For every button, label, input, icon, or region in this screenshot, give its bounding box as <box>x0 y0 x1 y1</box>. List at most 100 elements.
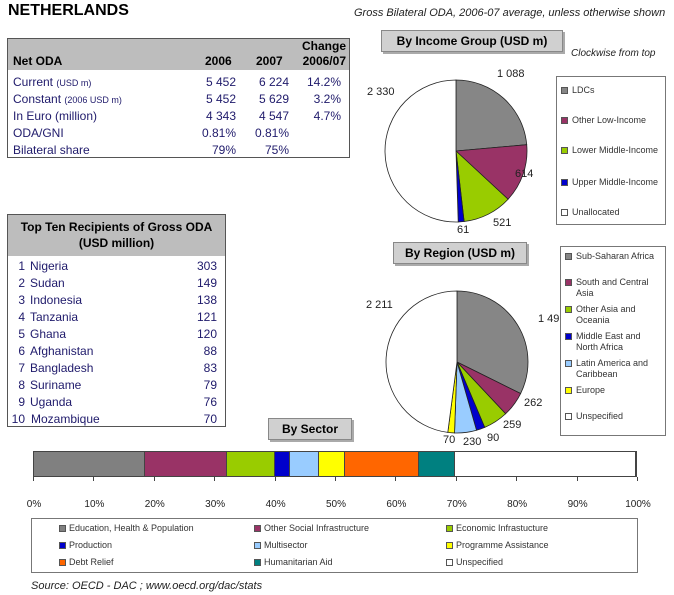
net-oda-header-change-period: 2006/07 <box>302 54 346 68</box>
x-tick-mark <box>153 477 155 481</box>
top-ten-value: 88 <box>203 344 217 358</box>
net-oda-row-label: Current (USD m) <box>13 75 91 89</box>
x-tick-label: 0% <box>26 499 42 510</box>
net-oda-2007-value: 5 629 <box>258 92 289 106</box>
top-ten-country: Bangladesh <box>30 361 94 375</box>
top-ten-country: Indonesia <box>30 293 83 307</box>
clockwise-note: Clockwise from top <box>571 48 656 59</box>
legend-item: Latin America and Caribbean <box>565 358 663 382</box>
top-ten-rank: 6 <box>18 344 25 358</box>
legend-swatch <box>565 279 572 286</box>
x-tick-label: 50% <box>325 499 347 510</box>
net-oda-2006-value: 4 343 <box>205 109 236 123</box>
net-oda-2007-value: 75% <box>264 143 289 157</box>
income-pie-chart <box>384 79 528 223</box>
net-oda-row-unit: (2006 USD m) <box>64 95 122 105</box>
x-tick-mark <box>516 477 518 481</box>
top-ten-country: Ghana <box>30 327 67 341</box>
x-tick-label: 30% <box>205 499 226 510</box>
legend-swatch <box>254 542 261 549</box>
legend-item: Unspecified <box>565 411 663 435</box>
legend-item: Unallocated <box>561 207 663 231</box>
top-ten-value: 303 <box>196 259 217 273</box>
top-ten-country: Nigeria <box>30 259 69 273</box>
net-oda-row-label: ODA/GNI <box>13 126 64 140</box>
legend-label: Middle East and North Africa <box>576 331 641 352</box>
legend-label: Other Asia and Oceania <box>576 304 636 325</box>
top-ten-rank: 1 <box>18 259 25 273</box>
net-oda-header-label: Net ODA <box>13 54 63 68</box>
legend-label: Unspecified <box>576 411 624 421</box>
legend-label: Latin America and Caribbean <box>576 358 649 379</box>
legend-swatch <box>59 559 66 566</box>
income-pie-title: By Income Group (USD m) <box>381 30 563 52</box>
legend-label: Humanitarian Aid <box>264 557 333 567</box>
x-tick-label: 20% <box>144 499 165 510</box>
top-ten-country: Suriname <box>30 378 82 392</box>
x-tick-label: 10% <box>84 499 105 510</box>
legend-item: Other Asia and Oceania <box>565 304 663 328</box>
sector-segment-programme-assistance <box>318 452 345 476</box>
pie-slice-unallocated <box>384 79 459 223</box>
top-ten-value: 149 <box>196 276 217 290</box>
sector-stacked-bar <box>33 451 637 477</box>
legend-item: Lower Middle-Income <box>561 145 663 169</box>
net-oda-2007-value: 0.81% <box>254 126 289 140</box>
legend-label: Sub-Saharan Africa <box>576 251 655 261</box>
pie-data-label: 259 <box>503 419 522 431</box>
pie-data-label: 90 <box>487 432 500 444</box>
legend-item: Upper Middle-Income <box>561 177 663 201</box>
sector-segment-education-health-population <box>34 452 146 476</box>
legend-label: Other Low-Income <box>572 115 647 125</box>
net-oda-2007-value: 4 547 <box>258 109 289 123</box>
legend-label: Unallocated <box>572 207 620 217</box>
net-oda-row-label-text: Bilateral share <box>13 143 90 157</box>
pie-data-label: 230 <box>463 436 482 448</box>
x-tick-label: 80% <box>507 499 528 510</box>
legend-item: LDCs <box>561 85 663 109</box>
legend-label: LDCs <box>572 85 595 95</box>
legend-label: Unspecified <box>456 557 504 567</box>
top-ten-value: 83 <box>203 361 217 375</box>
net-oda-row-label-text: Current <box>13 75 54 89</box>
legend-swatch <box>565 387 572 394</box>
x-tick-label: 90% <box>567 499 588 510</box>
top-ten-header: Top Ten Recipients of Gross ODA (USD mil… <box>8 215 225 256</box>
top-ten-country: Uganda <box>30 395 73 409</box>
sector-legend: Education, Health & Population Other Soci… <box>31 518 638 573</box>
top-ten-rank: 5 <box>18 327 25 341</box>
net-oda-row-label: In Euro (million) <box>13 109 97 123</box>
net-oda-header: Net ODA 2006 2007 Change 2006/07 <box>8 39 349 70</box>
legend-swatch <box>561 147 568 154</box>
top-ten-rank: 9 <box>18 395 25 409</box>
net-oda-2006-value: 5 452 <box>205 75 236 89</box>
x-tick-mark <box>93 477 95 481</box>
top-ten-country: Sudan <box>30 276 65 290</box>
top-ten-country: Tanzania <box>30 310 79 324</box>
legend-swatch <box>565 413 572 420</box>
legend-swatch <box>561 87 568 94</box>
top-ten-country: Afghanistan <box>30 344 94 358</box>
legend-label: Production <box>69 540 113 550</box>
legend-label: Europe <box>576 385 606 395</box>
top-ten-table: Top Ten Recipients of Gross ODA (USD mil… <box>7 214 226 427</box>
x-tick-mark <box>576 477 578 481</box>
legend-label: Multisector <box>264 540 308 550</box>
top-ten-value: 79 <box>203 378 217 392</box>
pie-slice-other-low-income <box>455 144 528 200</box>
pie-slice-unspecified <box>385 290 458 433</box>
pie-slice-sub-saharan-africa <box>456 290 529 395</box>
legend-swatch <box>565 333 572 340</box>
net-oda-2007-value: 6 224 <box>258 75 289 89</box>
legend-swatch <box>561 179 568 186</box>
net-oda-change-value: 4.7% <box>313 109 341 123</box>
legend-swatch <box>446 559 453 566</box>
pie-data-label: 2 330 <box>367 86 395 98</box>
net-oda-change-value: 3.2% <box>313 92 341 106</box>
income-pie-legend: LDCs Other Low-Income Lower Middle-Income U… <box>556 76 666 225</box>
top-ten-rank: 7 <box>18 361 25 375</box>
legend-swatch <box>561 117 568 124</box>
region-pie-legend: Sub-Saharan Africa South and Central Asia… <box>560 246 666 436</box>
net-oda-row-unit: (USD m) <box>56 78 92 88</box>
sector-segment-other-social-infrastructure <box>145 452 227 476</box>
